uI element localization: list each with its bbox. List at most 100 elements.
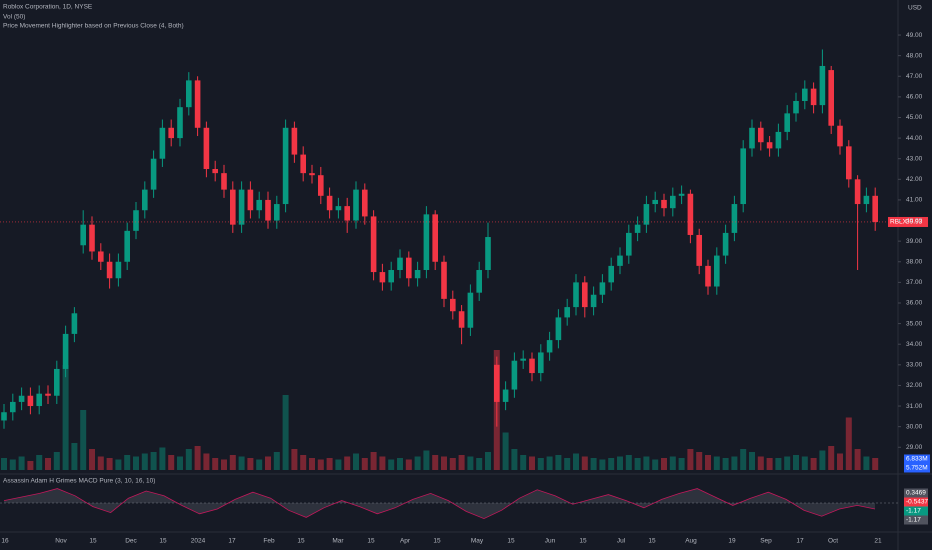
candle-body — [150, 158, 157, 190]
x-tick-label: 17 — [796, 538, 804, 545]
x-tick-label: Apr — [400, 538, 411, 545]
volume-bar — [247, 458, 254, 470]
volume-bar — [467, 456, 474, 470]
candle-body — [573, 282, 579, 308]
y-tick-label: 33.00 — [906, 362, 923, 369]
volume-bar — [441, 456, 447, 470]
volume-badge — [904, 454, 930, 464]
volume-bar — [740, 449, 747, 470]
candle-body — [476, 270, 482, 293]
candle-body — [10, 401, 16, 413]
candle-body — [238, 189, 245, 225]
volume-bar — [353, 453, 359, 470]
x-tick-label: 15 — [507, 538, 515, 545]
x-tick-label: 19 — [728, 538, 736, 545]
candle-body — [247, 189, 254, 211]
candle-body — [309, 173, 315, 176]
candle-body — [221, 173, 227, 190]
volume-label: 5.752M — [906, 465, 928, 472]
volume-bar — [168, 455, 175, 470]
candle-body — [564, 307, 570, 318]
candle-body — [168, 127, 174, 139]
volume-bar — [872, 458, 879, 470]
candle-body — [441, 261, 447, 299]
candle-body — [450, 298, 456, 312]
volume-bar — [45, 458, 51, 470]
candle-body — [643, 204, 650, 225]
volume-bar — [89, 449, 95, 470]
y-tick-label: 31.00 — [906, 403, 923, 410]
volume-bar — [854, 449, 861, 470]
candle-body — [652, 199, 658, 205]
x-tick-label: 15 — [648, 538, 656, 545]
y-tick-label: 44.00 — [906, 135, 923, 142]
volume-bar — [863, 456, 870, 470]
y-tick-label: 41.00 — [906, 197, 923, 204]
volume-bar — [159, 447, 166, 470]
candle-body — [485, 237, 491, 271]
y-tick-label: 48.00 — [906, 52, 923, 59]
candle-body — [423, 214, 430, 271]
volume-bar — [564, 458, 571, 470]
macd-badge — [904, 515, 928, 525]
candle-body — [62, 333, 69, 369]
candle-body — [159, 127, 166, 159]
x-tick-label: Mar — [332, 538, 344, 545]
volume-bar — [766, 458, 773, 470]
candle-body — [458, 311, 465, 328]
volume-bar — [810, 458, 817, 470]
candle-body — [186, 80, 192, 108]
candle-body — [511, 360, 518, 390]
volume-bar — [97, 456, 104, 470]
volume-bar — [757, 456, 764, 470]
candle-body — [256, 199, 262, 211]
volume-bar — [713, 456, 720, 470]
macd-badge — [904, 506, 928, 516]
volume-bar — [326, 458, 333, 470]
y-tick-label: 43.00 — [906, 155, 923, 162]
candle-body — [661, 199, 667, 209]
macd-label: -1.17 — [906, 508, 921, 515]
candle-body — [582, 282, 588, 308]
candle-body — [626, 232, 632, 256]
candle-body — [731, 204, 738, 233]
volume-bar — [819, 450, 826, 470]
volume-bar — [133, 456, 139, 470]
volume-bar — [634, 458, 641, 470]
volume-bar — [476, 458, 483, 470]
candle-body — [177, 107, 183, 139]
candle-body — [810, 88, 817, 106]
volume-bar — [784, 456, 791, 470]
candle-body — [634, 224, 641, 233]
volume-bar — [687, 449, 694, 470]
candle-body — [687, 193, 694, 235]
volume-bar — [793, 455, 799, 470]
x-tick-label: 15 — [367, 538, 375, 545]
macd-title: Assassin Adam H Grimes MACD Pure (3, 10,… — [3, 478, 155, 485]
volume-bar — [652, 459, 659, 470]
volume-bar — [36, 455, 43, 470]
volume-bar — [80, 410, 87, 470]
chart-title: Roblox Corporation, 1D, NYSE — [3, 4, 93, 11]
volume-bar — [696, 452, 703, 470]
candle-body — [326, 195, 333, 211]
candle-body — [282, 127, 289, 205]
y-tick-label: 45.00 — [906, 114, 923, 121]
volume-bar — [581, 456, 588, 470]
x-tick-label: Feb — [263, 538, 275, 545]
volume-bar — [361, 458, 368, 470]
currency[interactable]: USD — [908, 5, 922, 12]
candle-body — [194, 80, 201, 128]
y-tick-label: 39.00 — [906, 238, 923, 245]
volume-bar — [625, 455, 632, 470]
candle-body — [784, 113, 790, 132]
volume-bar — [273, 452, 280, 470]
candle-body — [758, 127, 764, 143]
macd-label: -0.5437 — [906, 499, 928, 506]
volume-bar — [520, 455, 527, 470]
candle-body — [212, 169, 218, 174]
x-tick-label: 2024 — [191, 538, 206, 545]
candle-body — [608, 265, 614, 283]
y-tick-label: 35.00 — [906, 320, 923, 327]
